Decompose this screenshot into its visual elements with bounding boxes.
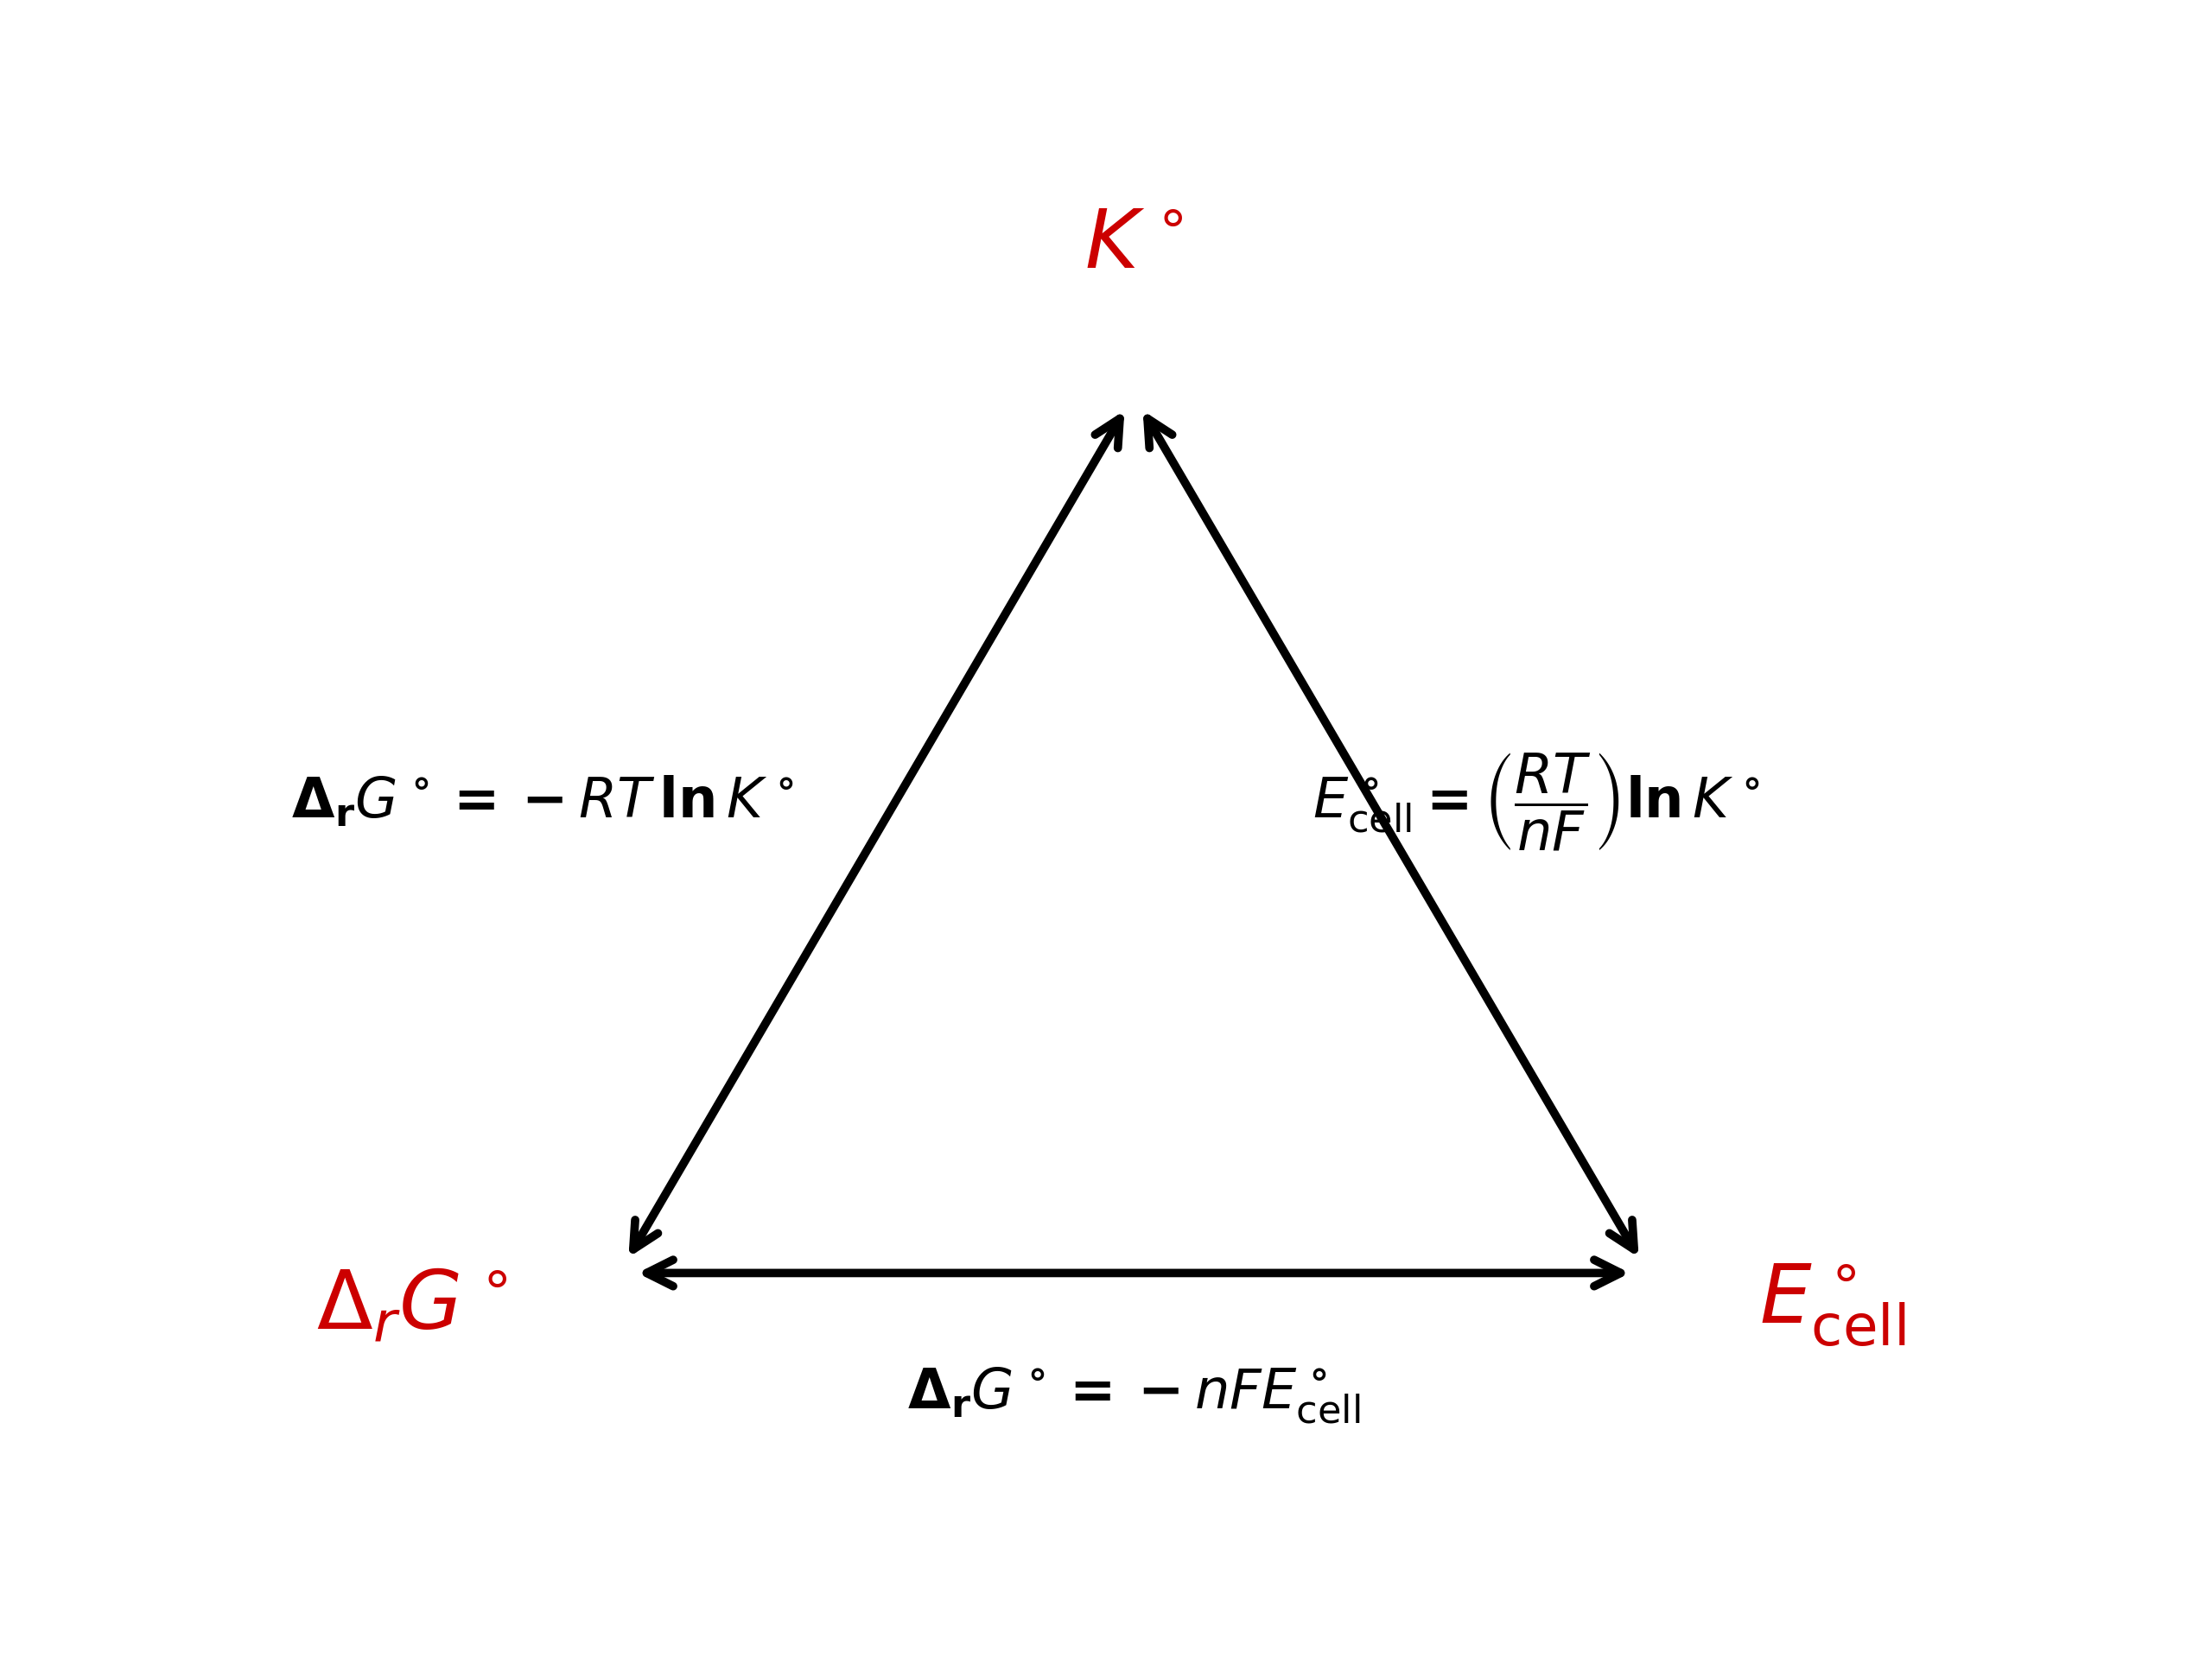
Text: $E^\circ_{\mathrm{cell}}$: $E^\circ_{\mathrm{cell}}$ [1759,1263,1907,1348]
Text: $\mathbf{\Delta_r \mathit{G}^\circ = -\mathit{nFE}^\circ_{\mathrm{cell}}}$: $\mathbf{\Delta_r \mathit{G}^\circ = -\m… [907,1365,1360,1425]
Text: $\mathbf{\Delta_r \mathit{G}^\circ = -\mathit{RT}\,ln\,\mathit{K}^\circ}$: $\mathbf{\Delta_r \mathit{G}^\circ = -\m… [290,775,794,828]
Text: $\mathit{K}^\circ$: $\mathit{K}^\circ$ [1084,206,1183,285]
Text: $\Delta_r G^\circ$: $\Delta_r G^\circ$ [316,1266,509,1345]
Text: $\mathbf{\mathit{E}^\circ_{\mathrm{cell}} = \left(\dfrac{\mathit{RT}}{\mathit{nF: $\mathbf{\mathit{E}^\circ_{\mathrm{cell}… [1312,751,1761,852]
